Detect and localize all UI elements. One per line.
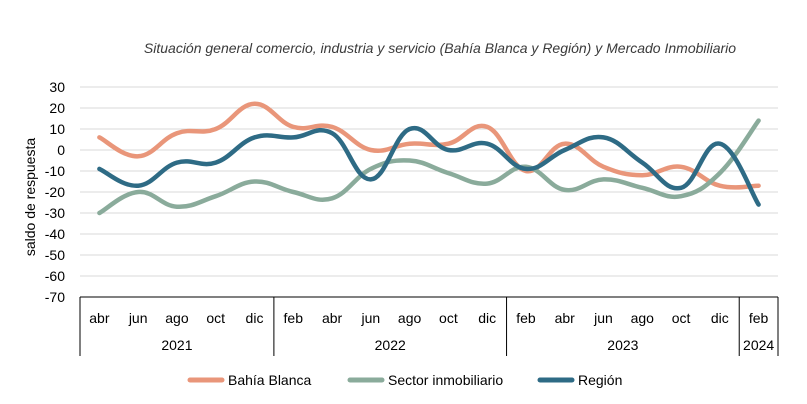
y-tick-label: 30 [49,79,65,95]
x-tick-label: abr [322,310,343,326]
y-tick-label: 0 [57,142,65,158]
x-tick-label: jun [360,310,380,326]
y-tick-label: -30 [45,205,65,221]
x-tick-label: dic [246,310,264,326]
year-label: 2023 [607,337,638,353]
x-tick-label: dic [711,310,729,326]
legend-label: Bahía Blanca [228,372,311,388]
x-tick-label: feb [284,310,304,326]
y-tick-label: 20 [49,100,65,116]
legend: Bahía Blanca Sector inmobiliario Región [187,372,622,388]
year-label: 2024 [743,337,774,353]
y-tick-label: -50 [45,247,65,263]
chart-title: Situación general comercio, industria y … [144,40,736,56]
x-tick-label: abr [89,310,110,326]
y-tick-label: -60 [45,268,65,284]
y-tick-label: -70 [45,289,65,305]
y-tick-label: -10 [45,163,65,179]
series-line-0 [97,101,761,190]
x-tick-label: ago [165,310,189,326]
y-tick-labels: 30 20 10 0 -10 -20 -30 -40 -50 -60 -70 [45,79,65,305]
x-tick-label: oct [672,310,691,326]
series-line-2 [97,125,761,207]
x-tick-label: jun [128,310,148,326]
x-tick-label: jun [593,310,613,326]
year-label: 2022 [375,337,406,353]
x-tick-label: abr [555,310,576,326]
x-tick-label: feb [749,310,769,326]
legend-label: Sector inmobiliario [388,372,503,388]
year-label: 2021 [161,337,192,353]
gridlines [80,86,778,298]
x-tick-label: dic [478,310,496,326]
y-axis-label: saldo de respuesta [22,138,38,257]
x-tick-label: ago [398,310,422,326]
x-tick-label: feb [516,310,536,326]
y-tick-label: -20 [45,184,65,200]
legend-label: Región [578,372,622,388]
x-tick-label: ago [631,310,655,326]
x-axis: abr jun ago oct dic feb abr jun ago oct dic feb abr j… [79,296,779,356]
series-line-1 [97,118,761,216]
y-tick-label: -40 [45,226,65,242]
y-tick-label: 10 [49,121,65,137]
x-tick-label: oct [439,310,458,326]
series-lines [97,101,761,216]
x-tick-label: oct [206,310,225,326]
